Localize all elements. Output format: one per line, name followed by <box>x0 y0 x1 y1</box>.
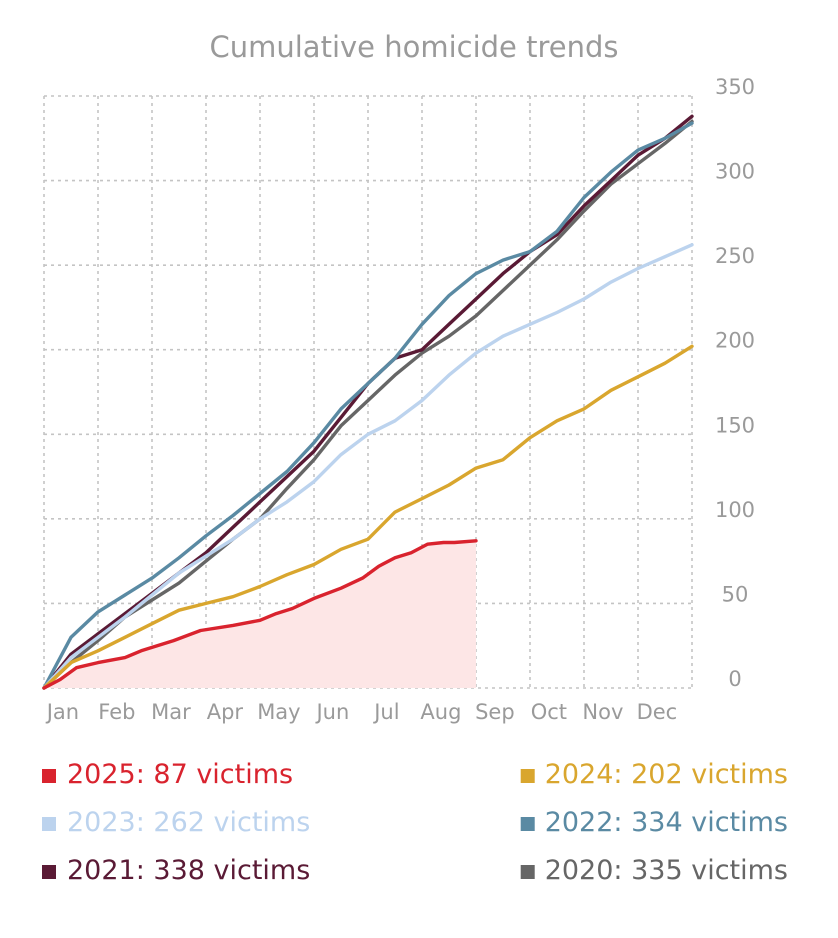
legend-label-2024: 2024: 202 victims <box>545 759 788 790</box>
y-axis-ticks: 0 50 100 150 200 250 300 350 <box>715 75 755 691</box>
y-tick-label-3: 150 <box>715 413 755 437</box>
legend-swatch-2023 <box>42 817 56 831</box>
x-axis-ticks: Jan Feb Mar Apr May Jun Jul Aug Sep Oct Nov Dec <box>45 700 678 724</box>
legend-swatch-2021 <box>42 865 56 879</box>
series-line-2024 <box>42 344 694 690</box>
series-layer <box>42 114 694 690</box>
legend-label-2022: 2022: 334 victims <box>545 807 788 838</box>
legend-swatch-2020 <box>520 865 535 879</box>
series-line-2022 <box>42 121 694 690</box>
area-layer <box>44 540 476 688</box>
series-line-2020 <box>42 119 694 690</box>
legend-swatch-2022 <box>520 817 535 831</box>
legend-swatch-2025 <box>42 769 56 783</box>
x-tick-label-apr: Apr <box>207 700 244 724</box>
x-tick-label-mar: Mar <box>151 700 191 724</box>
legend: 2025: 87 victims 2024: 202 victims 2023: 2… <box>42 759 788 886</box>
x-tick-label-feb: Feb <box>98 700 135 724</box>
legend-swatch-2024 <box>520 769 535 783</box>
x-tick-label-jun: Jun <box>314 700 349 724</box>
y-tick-label-1: 50 <box>722 582 749 606</box>
grid-layer <box>43 95 693 689</box>
x-tick-label-sep: Sep <box>475 700 515 724</box>
series-line-2023 <box>42 243 694 690</box>
x-tick-label-jul: Jul <box>372 700 399 724</box>
x-tick-label-jan: Jan <box>45 700 79 724</box>
legend-label-2025: 2025: 87 victims <box>67 759 293 790</box>
y-tick-label-7: 350 <box>715 75 755 99</box>
x-tick-label-nov: Nov <box>582 700 623 724</box>
x-tick-label-aug: Aug <box>420 700 461 724</box>
y-tick-label-0: 0 <box>728 667 741 691</box>
x-tick-label-may: May <box>257 700 300 724</box>
y-tick-label-6: 300 <box>715 160 755 184</box>
x-tick-label-oct: Oct <box>531 700 567 724</box>
legend-label-2023: 2023: 262 victims <box>67 807 310 838</box>
y-tick-label-5: 250 <box>715 244 755 268</box>
legend-label-2020: 2020: 335 victims <box>545 855 788 886</box>
series-area-2025 <box>44 540 476 688</box>
legend-label-2021: 2021: 338 victims <box>67 855 310 886</box>
series-line-2025 <box>42 539 478 690</box>
y-tick-label-2: 100 <box>715 498 755 522</box>
y-tick-label-4: 200 <box>715 329 755 353</box>
chart-title: Cumulative homicide trends <box>209 30 618 64</box>
x-tick-label-dec: Dec <box>637 700 678 724</box>
